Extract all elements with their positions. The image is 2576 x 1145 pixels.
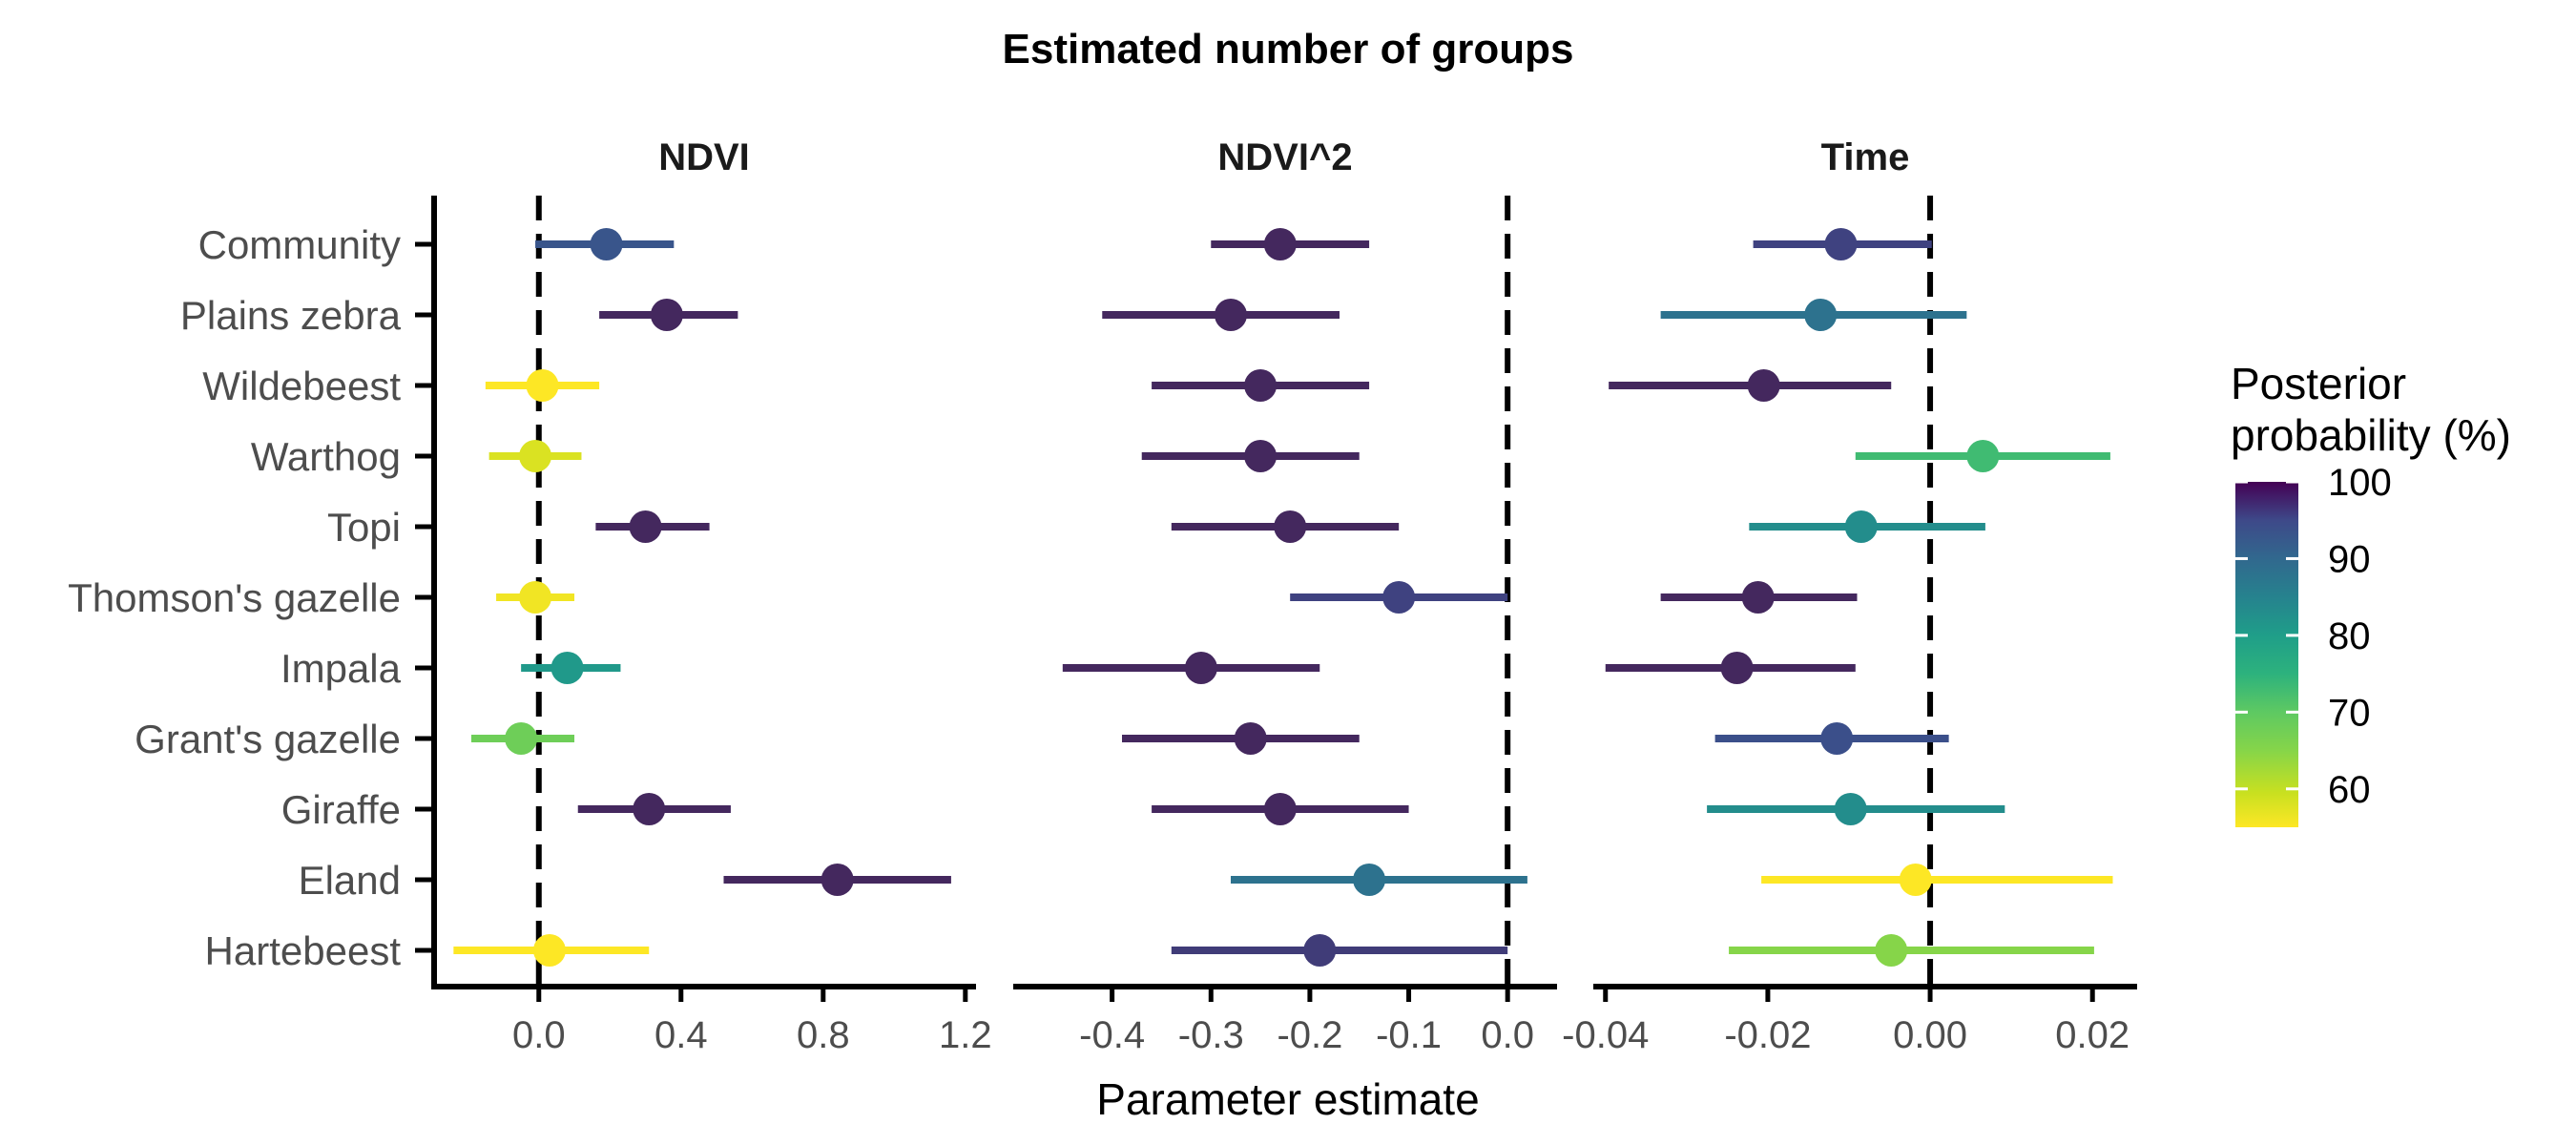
estimate-point (1741, 581, 1775, 614)
estimate-point (1244, 440, 1278, 472)
estimate-point (1820, 722, 1854, 755)
y-category-label: Wildebeest (202, 364, 401, 408)
estimate-point (551, 652, 584, 684)
legend-tick-label: 90 (2328, 538, 2371, 580)
estimate-point (1215, 299, 1247, 331)
estimate-point (1804, 299, 1838, 331)
x-tick-label: -0.02 (1724, 1014, 1811, 1056)
legend-tick-label: 100 (2328, 462, 2392, 504)
legend-ticks: 60 70 80 90 100 (2235, 462, 2392, 811)
estimate-point (526, 369, 559, 402)
estimate-point (1824, 228, 1858, 260)
y-category-label: Warthog (251, 434, 401, 479)
estimate-point (1875, 934, 1908, 967)
x-tick-label: -0.04 (1562, 1014, 1649, 1056)
x-tick-label: 0.8 (797, 1014, 850, 1056)
chart-panels: NDVI 0.0 0.4 0.8 1.2 NDVI^2 -0.4 -0.3 -0.2 -0.1 0.… (432, 136, 2137, 1056)
panel-3: Time -0.04 -0.02 0.00 0.02 (1562, 136, 2137, 1056)
estimate-point (1353, 864, 1386, 896)
panel-strip-label: NDVI^2 (1217, 136, 1352, 178)
y-category-label: Community (198, 222, 401, 267)
estimate-point (1184, 652, 1217, 684)
x-axis-title: Parameter estimate (1096, 1074, 1479, 1124)
x-tick-label: 0.02 (2055, 1014, 2129, 1056)
estimate-point (1303, 934, 1337, 967)
chart-title: Estimated number of groups (1003, 26, 1574, 73)
estimate-point (1274, 510, 1307, 543)
estimate-point (1844, 510, 1878, 543)
legend-title-line-1: Posterior (2231, 359, 2406, 408)
estimate-point (519, 581, 552, 614)
estimate-point (650, 299, 683, 331)
estimate-point (821, 864, 854, 896)
panel-strip-label: NDVI (658, 136, 750, 178)
estimate-point (519, 440, 552, 472)
legend-tick-label: 80 (2328, 615, 2371, 657)
estimate-point (590, 228, 623, 260)
y-category-label: Thomson's gazelle (68, 575, 401, 620)
y-axis-labels: Community Plains zebra Wildebeest Warthog To… (68, 196, 437, 989)
y-category-label: Giraffe (281, 787, 401, 832)
x-tick-label: 0.0 (512, 1014, 566, 1056)
y-category-label: Impala (280, 646, 402, 691)
estimate-point (1234, 722, 1267, 755)
estimate-point (1720, 652, 1754, 684)
legend-title-line-2: probability (%) (2231, 410, 2511, 460)
panel-1: NDVI 0.0 0.4 0.8 1.2 (432, 136, 992, 1056)
estimate-point (1747, 369, 1780, 402)
estimate-point (1263, 793, 1297, 825)
x-tick-label: 0.0 (1481, 1014, 1534, 1056)
x-tick-label: -0.3 (1178, 1014, 1244, 1056)
estimate-point (1834, 793, 1867, 825)
estimate-point (1899, 864, 1932, 896)
y-category-label: Topi (327, 505, 401, 550)
estimate-point (1966, 440, 2000, 472)
x-tick-label: -0.2 (1277, 1014, 1342, 1056)
legend-tick-label: 60 (2328, 769, 2371, 811)
estimate-point (629, 510, 662, 543)
color-legend: Posterior probability (%) 60 70 80 90 100 (2231, 359, 2511, 827)
panel-strip-label: Time (1821, 136, 1910, 178)
legend-tick-label: 70 (2328, 692, 2371, 734)
y-category-label: Plains zebra (180, 293, 402, 338)
panel-2: NDVI^2 -0.4 -0.3 -0.2 -0.1 0.0 (1013, 136, 1557, 1056)
estimate-point (1263, 228, 1297, 260)
estimate-point (505, 722, 538, 755)
x-tick-label: 0.00 (1893, 1014, 1967, 1056)
estimate-point (633, 793, 666, 825)
x-tick-label: 1.2 (939, 1014, 992, 1056)
y-category-label: Hartebeest (205, 928, 402, 973)
y-category-label: Eland (299, 858, 401, 903)
x-tick-label: -0.4 (1079, 1014, 1145, 1056)
x-tick-label: 0.4 (654, 1014, 708, 1056)
estimate-point (1382, 581, 1416, 614)
y-category-label: Grant's gazelle (135, 717, 401, 761)
estimate-point (1244, 369, 1278, 402)
legend-colorbar (2235, 482, 2298, 827)
estimate-point (532, 934, 566, 967)
x-tick-label: -0.1 (1376, 1014, 1442, 1056)
